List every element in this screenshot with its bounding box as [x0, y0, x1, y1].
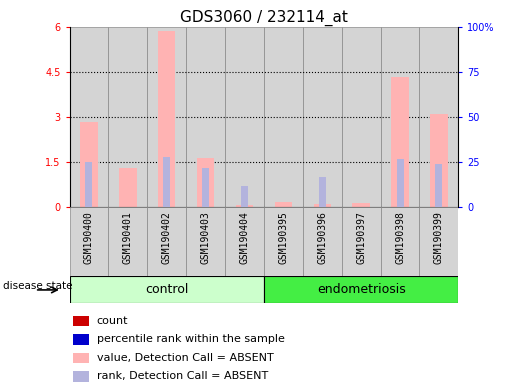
Text: GSM190398: GSM190398 [395, 211, 405, 264]
Text: GSM190401: GSM190401 [123, 211, 133, 264]
Bar [264, 27, 303, 207]
Bar [381, 207, 419, 276]
Bar [74, 371, 89, 382]
Bar [430, 114, 448, 207]
Bar [319, 177, 326, 207]
Title: GDS3060 / 232114_at: GDS3060 / 232114_at [180, 9, 348, 25]
Bar [108, 27, 147, 207]
Text: value, Detection Call = ABSENT: value, Detection Call = ABSENT [97, 353, 273, 363]
Text: GSM190397: GSM190397 [356, 211, 366, 264]
Bar [225, 27, 264, 207]
Bar [186, 207, 225, 276]
Bar [391, 76, 409, 207]
Bar [74, 316, 89, 326]
Bar [420, 27, 458, 207]
Bar [381, 27, 419, 207]
Text: count: count [97, 316, 128, 326]
Text: control: control [145, 283, 188, 296]
Bar [225, 207, 264, 276]
Bar [70, 27, 109, 207]
Bar [241, 186, 248, 207]
Bar [274, 202, 292, 207]
Bar [70, 207, 109, 276]
Bar [147, 27, 186, 207]
Text: GSM190403: GSM190403 [201, 211, 211, 264]
Bar [420, 207, 458, 276]
Bar [264, 207, 303, 276]
Bar [314, 204, 331, 207]
Text: disease state: disease state [3, 281, 72, 291]
Bar [342, 27, 381, 207]
Bar [342, 207, 381, 276]
Bar [147, 207, 186, 276]
Text: endometriosis: endometriosis [317, 283, 405, 296]
Text: GSM190402: GSM190402 [162, 211, 171, 264]
Bar [186, 27, 225, 207]
Text: GSM190395: GSM190395 [279, 211, 288, 264]
Text: GSM190396: GSM190396 [317, 211, 327, 264]
Bar [74, 353, 89, 363]
Text: rank, Detection Call = ABSENT: rank, Detection Call = ABSENT [97, 371, 268, 381]
Bar [264, 276, 458, 303]
Bar [108, 207, 147, 276]
Text: percentile rank within the sample: percentile rank within the sample [97, 334, 285, 344]
Bar [236, 205, 253, 207]
Bar [197, 158, 214, 207]
Bar [74, 334, 89, 345]
Bar [303, 27, 342, 207]
Bar [397, 159, 404, 207]
Bar [158, 31, 176, 207]
Bar [80, 122, 98, 207]
Bar [70, 276, 264, 303]
Bar [352, 204, 370, 207]
Bar [163, 157, 170, 207]
Bar [85, 162, 93, 207]
Bar [119, 168, 136, 207]
Bar [303, 207, 342, 276]
Text: GSM190404: GSM190404 [239, 211, 249, 264]
Bar [202, 168, 209, 207]
Text: GSM190399: GSM190399 [434, 211, 444, 264]
Bar [435, 164, 442, 207]
Text: GSM190400: GSM190400 [84, 211, 94, 264]
